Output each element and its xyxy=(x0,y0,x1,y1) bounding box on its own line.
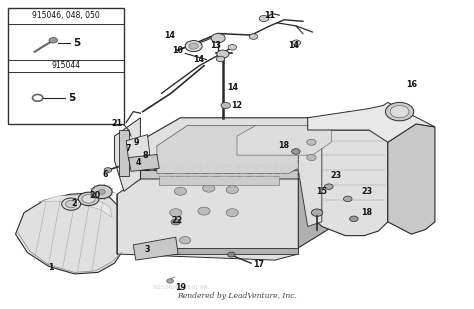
Circle shape xyxy=(307,154,316,161)
Circle shape xyxy=(249,34,258,39)
Circle shape xyxy=(167,279,173,283)
Text: 915046, 048, 050: 915046, 048, 050 xyxy=(32,11,100,20)
Circle shape xyxy=(185,40,202,52)
Text: 23: 23 xyxy=(361,187,372,196)
Polygon shape xyxy=(388,124,435,234)
Text: 6: 6 xyxy=(102,170,108,179)
Polygon shape xyxy=(140,248,298,254)
Text: 18: 18 xyxy=(279,141,290,150)
Text: 15: 15 xyxy=(316,187,328,196)
Text: 21: 21 xyxy=(111,119,122,128)
Text: 12: 12 xyxy=(231,101,243,110)
Text: Rendered by LeadVenture, Inc.: Rendered by LeadVenture, Inc. xyxy=(177,292,297,300)
Circle shape xyxy=(211,34,225,43)
Polygon shape xyxy=(237,125,331,155)
Circle shape xyxy=(226,209,238,217)
Circle shape xyxy=(350,216,358,222)
Text: 14: 14 xyxy=(227,83,238,92)
Bar xyxy=(9,7,124,124)
Polygon shape xyxy=(133,237,178,260)
Text: 18: 18 xyxy=(361,208,372,217)
Text: 3: 3 xyxy=(145,245,150,254)
Polygon shape xyxy=(16,193,121,274)
Text: 11: 11 xyxy=(264,11,275,20)
Text: 2: 2 xyxy=(72,199,77,208)
Text: 7: 7 xyxy=(126,144,131,153)
Circle shape xyxy=(325,184,333,189)
Polygon shape xyxy=(128,154,159,171)
Polygon shape xyxy=(298,142,346,248)
Text: 14: 14 xyxy=(164,31,175,40)
Circle shape xyxy=(390,105,409,118)
Text: 10: 10 xyxy=(173,46,183,55)
Circle shape xyxy=(91,185,112,199)
Circle shape xyxy=(344,196,352,202)
Polygon shape xyxy=(140,118,346,170)
Circle shape xyxy=(180,237,191,244)
Circle shape xyxy=(98,189,106,194)
Polygon shape xyxy=(38,196,112,217)
Text: 8: 8 xyxy=(142,150,148,160)
Text: LEADVENTURE: LEADVENTURE xyxy=(148,163,307,182)
Circle shape xyxy=(202,184,215,192)
Circle shape xyxy=(65,201,77,208)
Text: 9/25/2024 5:25:01 AM: 9/25/2024 5:25:01 AM xyxy=(153,284,208,289)
Circle shape xyxy=(217,50,229,58)
Circle shape xyxy=(174,187,187,195)
Polygon shape xyxy=(119,130,128,176)
Polygon shape xyxy=(115,118,140,191)
Circle shape xyxy=(62,198,81,210)
Circle shape xyxy=(170,209,182,217)
Polygon shape xyxy=(117,179,298,260)
Circle shape xyxy=(292,40,301,45)
Text: 19: 19 xyxy=(175,283,186,292)
Circle shape xyxy=(228,44,237,50)
Text: 20: 20 xyxy=(89,191,100,200)
Text: 5: 5 xyxy=(73,38,80,48)
Circle shape xyxy=(292,149,300,154)
Circle shape xyxy=(216,56,225,62)
Polygon shape xyxy=(308,130,388,236)
Text: 23: 23 xyxy=(330,171,342,180)
Text: 1: 1 xyxy=(48,263,54,272)
Circle shape xyxy=(226,186,238,194)
Circle shape xyxy=(259,15,269,22)
Polygon shape xyxy=(298,124,322,226)
Text: 13: 13 xyxy=(210,41,221,50)
Polygon shape xyxy=(140,170,298,248)
Circle shape xyxy=(49,37,57,43)
Circle shape xyxy=(33,95,43,101)
Circle shape xyxy=(82,195,95,203)
Text: 16: 16 xyxy=(406,80,417,89)
Circle shape xyxy=(307,139,316,145)
Text: 22: 22 xyxy=(172,216,183,225)
Text: 915044: 915044 xyxy=(52,61,81,70)
Text: 4: 4 xyxy=(135,158,141,167)
Circle shape xyxy=(198,207,210,215)
Circle shape xyxy=(171,219,181,225)
Circle shape xyxy=(78,192,99,205)
Text: 14: 14 xyxy=(288,41,299,50)
Text: 5: 5 xyxy=(68,93,75,103)
Circle shape xyxy=(311,209,323,216)
Text: 9: 9 xyxy=(134,138,139,147)
Polygon shape xyxy=(308,103,435,142)
Circle shape xyxy=(104,168,112,172)
Circle shape xyxy=(189,43,198,49)
Circle shape xyxy=(221,103,230,108)
Text: 17: 17 xyxy=(253,260,264,269)
Circle shape xyxy=(228,252,235,257)
Text: 14: 14 xyxy=(193,55,204,64)
Polygon shape xyxy=(126,135,150,161)
Polygon shape xyxy=(157,125,331,173)
Polygon shape xyxy=(159,176,279,185)
Circle shape xyxy=(385,103,414,121)
